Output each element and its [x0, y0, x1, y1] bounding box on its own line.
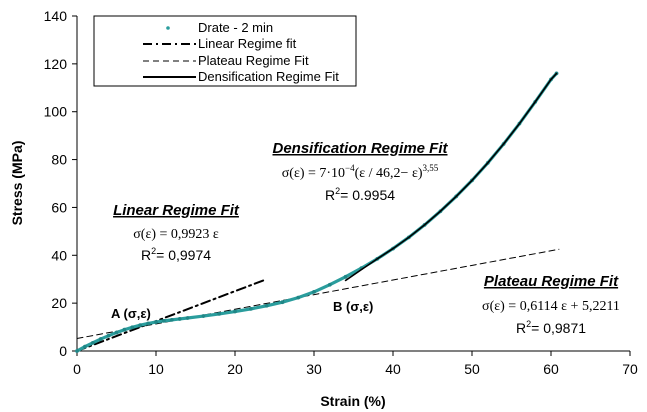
data-point	[248, 306, 253, 311]
annotation-linear-r2: R2= 0,9974	[141, 246, 211, 263]
y-tick-label: 40	[51, 247, 67, 263]
data-point	[122, 327, 127, 332]
point-a-label: A (σ,ε)	[111, 306, 151, 321]
data-point	[312, 290, 316, 294]
series-layer	[75, 71, 560, 353]
x-tick-label: 60	[543, 361, 559, 377]
y-tick-label: 20	[51, 295, 67, 311]
legend: Drate - 2 min Linear Regime fit Plateau …	[93, 15, 357, 87]
annotation-densification-title: Densification Regime Fit	[272, 140, 448, 157]
series-plateau-fit-line	[76, 248, 560, 340]
annotation-plateau: Plateau Regime Fit σ(ε) = 0,6114 ε + 5,2…	[482, 273, 620, 336]
data-point	[90, 340, 95, 345]
legend-label-densification: Densification Regime Fit	[198, 69, 339, 84]
data-point	[75, 349, 79, 353]
series-linear-fit-line	[76, 278, 268, 352]
data-point	[327, 282, 332, 287]
x-tick-label: 10	[148, 361, 164, 377]
legend-label-drate: Drate - 2 min	[198, 20, 273, 35]
legend-box	[93, 15, 357, 87]
data-point	[146, 321, 151, 326]
data-point	[169, 317, 174, 322]
data-point	[280, 300, 285, 305]
data-point	[201, 314, 206, 318]
legend-label-plateau: Plateau Regime Fit	[198, 53, 309, 68]
y-axis-title: Stress (MPa)	[9, 141, 25, 226]
data-point	[343, 274, 348, 279]
x-tick-label: 0	[73, 361, 81, 377]
x-tick-label: 40	[385, 361, 401, 377]
annotation-plateau-equation: σ(ε) = 0,6114 ε + 5,2211	[482, 299, 620, 314]
data-point	[114, 330, 119, 335]
series-densification-fit-line	[344, 72, 558, 282]
data-point	[162, 318, 166, 323]
legend-marker-drate	[166, 26, 170, 30]
x-tick-label: 70	[622, 361, 638, 377]
x-axis-title: Strain (%)	[320, 393, 385, 409]
annotation-densification-r2: R2= 0.9954	[325, 186, 395, 203]
y-axis-ticks: 0 20 40 60 80 100 120 140	[44, 8, 77, 359]
y-tick-label: 80	[51, 152, 67, 168]
x-axis-ticks: 0 10 20 30 40 50 60 70	[73, 351, 638, 377]
data-point	[177, 317, 182, 321]
y-tick-label: 100	[44, 104, 68, 120]
data-point	[98, 337, 103, 341]
data-point	[296, 295, 301, 300]
data-point	[106, 333, 111, 338]
data-point	[217, 312, 222, 316]
legend-label-linear: Linear Regime fit	[198, 36, 297, 51]
y-tick-label: 120	[44, 56, 68, 72]
annotation-linear: Linear Regime Fit σ(ε) = 0,9923 ε R2= 0,…	[113, 202, 240, 263]
data-point	[130, 325, 135, 330]
y-tick-label: 60	[51, 199, 67, 215]
annotation-densification: Densification Regime Fit σ(ε) = 7·10−4(ε…	[272, 140, 448, 203]
data-point	[264, 303, 269, 308]
annotation-plateau-r2: R2= 0,9871	[516, 319, 586, 336]
x-tick-label: 20	[227, 361, 243, 377]
data-point	[138, 323, 143, 328]
annotation-linear-equation: σ(ε) = 0,9923 ε	[133, 227, 219, 242]
x-tick-label: 30	[306, 361, 322, 377]
data-point	[185, 316, 190, 320]
x-tick-label: 50	[464, 361, 480, 377]
point-b-label: B (σ,ε)	[333, 299, 373, 314]
y-tick-label: 140	[44, 8, 68, 24]
data-point	[83, 344, 87, 349]
data-point	[154, 320, 158, 324]
annotation-plateau-title: Plateau Regime Fit	[484, 273, 619, 290]
annotation-linear-title: Linear Regime Fit	[113, 202, 240, 219]
annotation-densification-equation: σ(ε) = 7·10−4(ε / 46,2− ε)3,55	[282, 163, 439, 181]
data-point	[233, 309, 237, 314]
y-tick-label: 0	[59, 343, 67, 359]
